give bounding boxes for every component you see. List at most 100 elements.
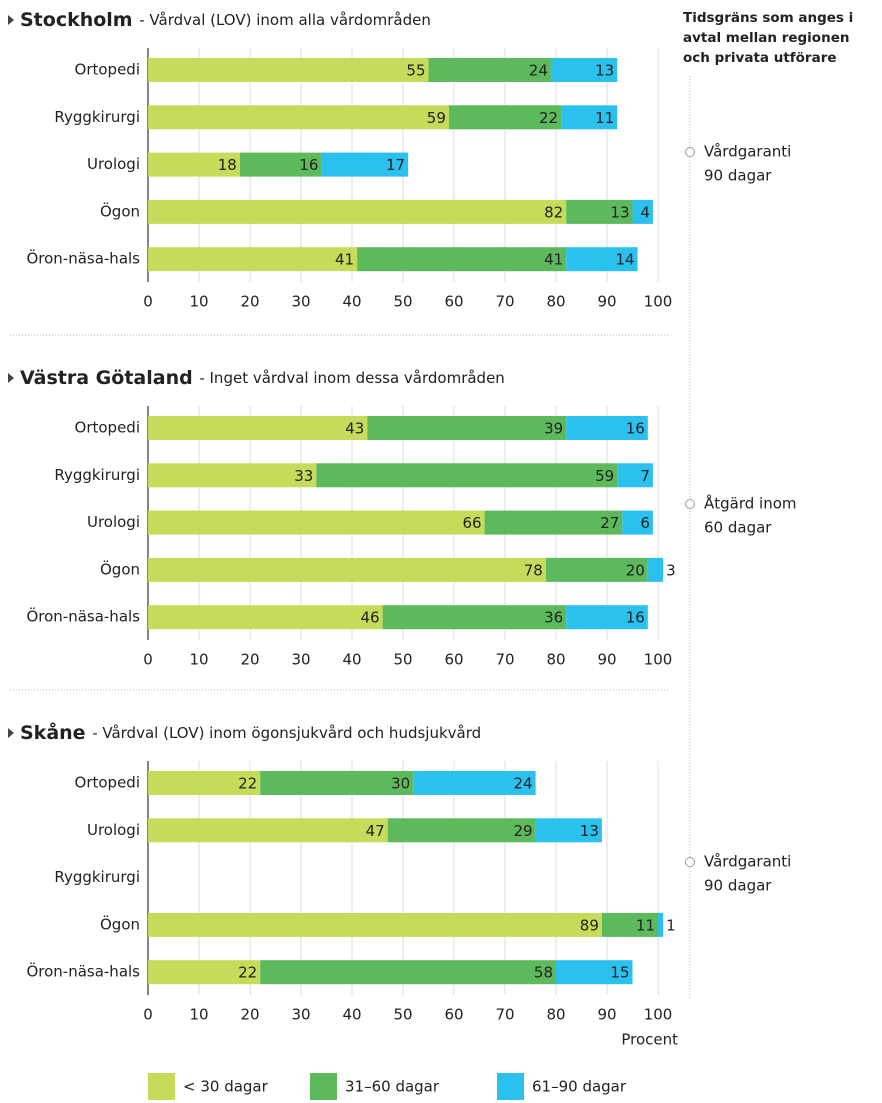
value-label: 66 xyxy=(463,514,482,532)
value-label: 55 xyxy=(406,62,425,80)
value-label: 22 xyxy=(238,775,257,793)
legend-swatch xyxy=(148,1073,175,1100)
bar-segment xyxy=(148,960,261,985)
value-label: 39 xyxy=(544,420,563,438)
region-name: Skåne xyxy=(20,720,86,744)
x-tick-label: 60 xyxy=(444,651,463,669)
x-tick-label: 80 xyxy=(546,1006,565,1024)
value-label: 11 xyxy=(595,109,614,127)
category-label: Ortopedi xyxy=(75,774,140,792)
x-tick-label: 10 xyxy=(189,651,208,669)
x-tick-label: 20 xyxy=(240,293,259,311)
bar-segment xyxy=(148,58,429,82)
legend-label: 31–60 dagar xyxy=(345,1078,440,1096)
x-tick-label: 80 xyxy=(546,651,565,669)
category-label: Ryggkirurgi xyxy=(54,108,140,126)
x-tick-label: 10 xyxy=(189,1006,208,1024)
category-label: Öron-näsa-hals xyxy=(26,607,140,626)
bar-segment xyxy=(148,199,567,224)
value-label: 15 xyxy=(610,964,629,982)
x-tick-label: 50 xyxy=(393,651,412,669)
bar-segment xyxy=(387,818,536,843)
legend-swatch xyxy=(310,1073,337,1100)
bar-segment xyxy=(535,818,602,843)
side-heading: Tidsgräns som anges i xyxy=(683,10,853,26)
category-label: Urologi xyxy=(87,155,140,173)
value-label: 59 xyxy=(427,109,446,127)
category-label: Ögon xyxy=(100,559,140,578)
value-label: 14 xyxy=(616,251,635,269)
x-tick-label: 100 xyxy=(644,1006,673,1024)
category-label: Ögon xyxy=(100,914,140,933)
value-label: 58 xyxy=(534,964,553,982)
category-label: Öron-näsa-hals xyxy=(26,249,140,268)
bar-segment xyxy=(148,510,485,535)
x-tick-label: 40 xyxy=(342,651,361,669)
bar-segment xyxy=(321,152,409,177)
x-tick-label: 60 xyxy=(444,1006,463,1024)
category-label: Urologi xyxy=(87,821,140,839)
value-label: 20 xyxy=(626,561,645,579)
bar-segment xyxy=(622,510,653,535)
bar-segment xyxy=(647,557,664,582)
bar-segment xyxy=(148,105,449,130)
x-tick-label: 10 xyxy=(189,293,208,311)
region-name: Stockholm xyxy=(20,9,133,31)
value-label: 13 xyxy=(595,62,614,80)
value-label: 4 xyxy=(640,203,650,221)
bar-segment xyxy=(601,912,658,937)
x-tick-label: 40 xyxy=(342,1006,361,1024)
bar-segment xyxy=(658,912,664,937)
bar-segment xyxy=(566,199,633,224)
value-label: 41 xyxy=(544,251,563,269)
value-label: 27 xyxy=(600,514,619,532)
bar-segment xyxy=(545,557,648,582)
value-label: 16 xyxy=(299,156,318,174)
x-tick-label: 70 xyxy=(495,1006,514,1024)
timeline-point xyxy=(685,857,695,867)
bar-segment xyxy=(148,912,602,937)
side-note: 90 dagar xyxy=(704,877,772,895)
subtitle: - Vårdval (LOV) inom ögonsjukvård och hu… xyxy=(92,724,481,742)
panel-title: Västra Götaland - Inget vårdval inom des… xyxy=(20,367,505,389)
value-label: 24 xyxy=(529,62,548,80)
legend-label: < 30 dagar xyxy=(183,1078,269,1096)
value-label: 6 xyxy=(640,514,650,532)
category-label: Urologi xyxy=(87,513,140,531)
bar-segment xyxy=(550,58,618,82)
bar-segment xyxy=(561,105,618,130)
side-note: 60 dagar xyxy=(704,519,772,537)
value-label: 11 xyxy=(636,916,655,934)
bar-segment xyxy=(148,605,383,630)
bar-segment xyxy=(148,247,358,272)
bar-segment xyxy=(566,247,638,272)
value-label: 24 xyxy=(514,775,533,793)
bar-segment xyxy=(428,58,551,82)
bar-segment xyxy=(148,152,240,177)
value-label: 89 xyxy=(580,916,599,934)
x-tick-label: 20 xyxy=(240,1006,259,1024)
value-label: 33 xyxy=(294,467,313,485)
x-tick-label: 70 xyxy=(495,651,514,669)
value-label: 22 xyxy=(238,964,257,982)
x-tick-label: 30 xyxy=(291,293,310,311)
bar-segment xyxy=(148,557,546,582)
value-label: 43 xyxy=(345,420,364,438)
subtitle: - Inget vårdval inom dessa vårdområden xyxy=(199,369,504,387)
x-tick-label: 90 xyxy=(597,1006,616,1024)
x-tick-label: 20 xyxy=(240,651,259,669)
category-label: Ryggkirurgi xyxy=(54,466,140,484)
bar-segment xyxy=(617,463,653,488)
value-label: 82 xyxy=(544,203,563,221)
x-tick-label: 40 xyxy=(342,293,361,311)
value-label: 30 xyxy=(391,775,410,793)
side-note: Vårdgaranti xyxy=(704,143,791,161)
bar-segment xyxy=(316,463,618,488)
x-tick-label: 100 xyxy=(644,651,673,669)
bar-segment xyxy=(357,247,567,272)
bar-segment xyxy=(148,818,388,843)
x-tick-label: 80 xyxy=(546,293,565,311)
x-tick-label: 30 xyxy=(291,651,310,669)
value-label: 46 xyxy=(361,609,380,627)
title-marker xyxy=(8,15,14,25)
